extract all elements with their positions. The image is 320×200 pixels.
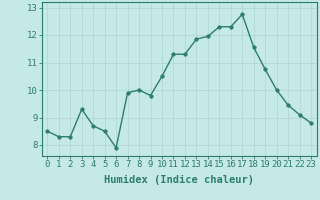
X-axis label: Humidex (Indice chaleur): Humidex (Indice chaleur)	[104, 175, 254, 185]
